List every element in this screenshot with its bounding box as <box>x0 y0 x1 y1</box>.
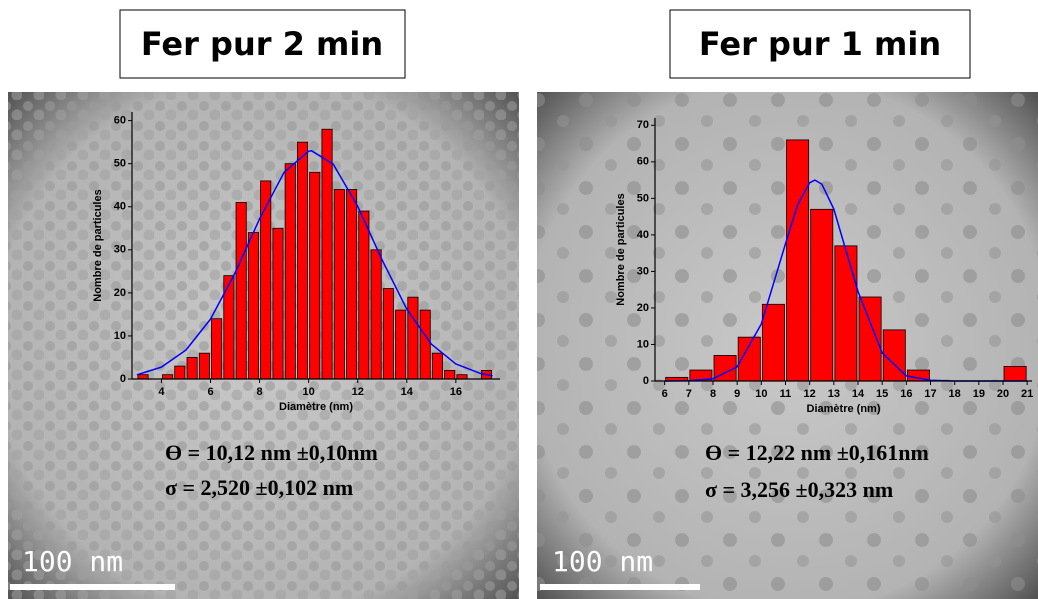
y-tick-label: 40 <box>114 201 126 213</box>
x-tick-label: 6 <box>662 388 668 400</box>
y-tick-label: 20 <box>114 287 126 299</box>
x-tick-label: 18 <box>949 388 961 400</box>
y-axis-label: Nombre de particules <box>92 189 104 301</box>
title-box <box>669 9 971 79</box>
bar <box>235 202 247 380</box>
y-tick-label: 10 <box>637 338 649 350</box>
x-tick-label: 15 <box>876 388 888 400</box>
bar <box>1003 365 1027 382</box>
scale-bar <box>10 584 175 590</box>
bar <box>186 357 198 380</box>
bar <box>198 352 210 380</box>
bar <box>247 232 259 380</box>
y-tick-label: 50 <box>637 192 649 204</box>
x-tick-label: 19 <box>973 388 985 400</box>
bar <box>407 296 419 380</box>
x-tick-label: 10 <box>303 386 315 398</box>
x-tick-label: 8 <box>257 386 263 398</box>
y-tick-label: 20 <box>637 302 649 314</box>
y-tick-label: 10 <box>114 330 126 342</box>
x-tick-label: 9 <box>734 388 740 400</box>
bar <box>272 227 284 380</box>
x-tick-label: 14 <box>852 388 865 400</box>
annotation: σ = 2,520 ±0,102 nm <box>165 475 353 500</box>
y-tick-label: 30 <box>637 265 649 277</box>
scale-bar-label: 100 nm <box>552 545 653 578</box>
x-tick-label: 6 <box>207 386 213 398</box>
x-tick-label: 12 <box>804 388 816 400</box>
x-tick-label: 16 <box>900 388 912 400</box>
bar <box>333 189 345 380</box>
x-tick-label: 7 <box>686 388 692 400</box>
x-tick-label: 14 <box>401 386 414 398</box>
bar <box>810 208 834 382</box>
x-tick-label: 21 <box>1021 388 1033 400</box>
bar <box>431 352 443 380</box>
bar <box>296 141 309 380</box>
bar <box>882 329 906 382</box>
bar <box>395 309 407 380</box>
bar <box>162 374 174 380</box>
annotation: ϴ = 10,12 nm ±0,10nm <box>165 440 378 465</box>
scale-bar <box>540 584 700 590</box>
bar <box>260 180 272 380</box>
y-axis-label: Nombre de particules <box>615 193 627 305</box>
y-tick-label: 60 <box>637 156 649 168</box>
y-tick-label: 0 <box>120 373 126 385</box>
bar <box>834 245 858 382</box>
bar <box>370 249 382 380</box>
bar <box>211 318 223 380</box>
bar <box>761 303 785 382</box>
bar <box>456 374 468 380</box>
bar <box>786 139 810 382</box>
bar <box>321 128 333 380</box>
x-tick-label: 20 <box>997 388 1009 400</box>
x-tick-label: 17 <box>924 388 936 400</box>
x-tick-label: 8 <box>710 388 716 400</box>
chart-title: Fer pur 1 min <box>699 25 941 63</box>
bar <box>382 288 394 380</box>
x-tick-label: 16 <box>450 386 462 398</box>
chart-title: Fer pur 2 min <box>141 25 383 63</box>
title-box <box>119 9 406 79</box>
x-tick-label: 10 <box>755 388 767 400</box>
x-tick-label: 12 <box>352 386 364 398</box>
y-tick-label: 0 <box>643 375 649 387</box>
fit-curve <box>136 150 493 377</box>
bar <box>309 171 321 380</box>
y-tick-label: 50 <box>114 158 126 170</box>
y-tick-label: 70 <box>637 119 649 131</box>
x-tick-label: 4 <box>158 386 165 398</box>
y-tick-label: 30 <box>114 244 126 256</box>
x-tick-label: 11 <box>780 388 792 400</box>
bar <box>858 296 882 382</box>
bar <box>419 309 431 380</box>
bar <box>174 365 186 380</box>
x-tick-label: 13 <box>828 388 840 400</box>
bar <box>346 189 358 380</box>
bar <box>284 163 296 380</box>
bar <box>444 369 456 380</box>
annotation: ϴ = 12,22 nm ±0,161nm <box>705 440 929 465</box>
x-axis-label: Diamètre (nm) <box>279 401 353 413</box>
bar <box>137 374 149 380</box>
y-tick-label: 60 <box>114 115 126 127</box>
y-tick-label: 40 <box>637 229 649 241</box>
annotation: σ = 3,256 ±0,323 nm <box>705 477 893 502</box>
x-axis-label: Diamètre (nm) <box>807 403 881 415</box>
scale-bar-label: 100 nm <box>22 545 123 578</box>
bar <box>358 210 370 380</box>
